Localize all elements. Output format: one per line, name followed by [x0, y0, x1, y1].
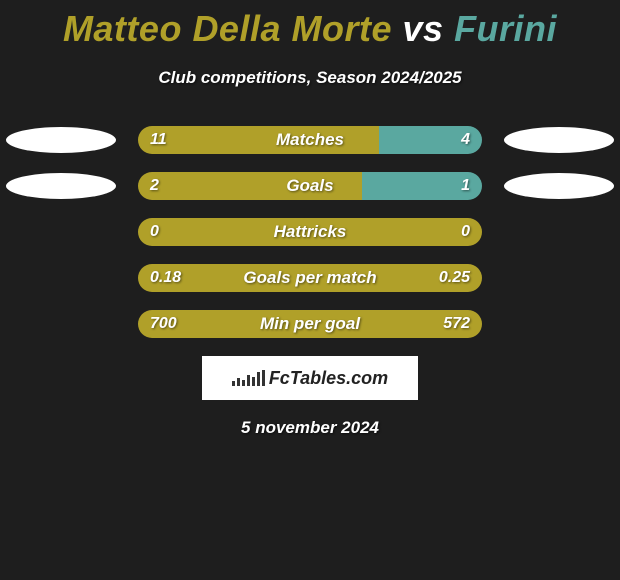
stat-row: Matches11 4: [0, 126, 620, 154]
stat-label: Min per goal: [0, 310, 620, 338]
stat-label: Goals: [0, 172, 620, 200]
vs-text: vs: [403, 8, 444, 49]
fctables-logo: FcTables.com: [202, 356, 418, 400]
stat-row: Hattricks0 0: [0, 218, 620, 246]
player1-name: Matteo Della Morte: [63, 8, 392, 49]
subtitle: Club competitions, Season 2024/2025: [0, 68, 620, 88]
stat-row: Goals2 1: [0, 172, 620, 200]
stat-row: Goals per match0.18 0.25: [0, 264, 620, 292]
stat-value-player2: 1: [461, 172, 470, 200]
stat-value-player2: 4: [461, 126, 470, 154]
stat-value-player1: 0: [150, 218, 159, 246]
stat-value-player1: 11: [150, 126, 167, 154]
player2-name: Furini: [454, 8, 557, 49]
stat-label: Hattricks: [0, 218, 620, 246]
comparison-title: Matteo Della Morte vs Furini: [0, 0, 620, 50]
logo-text: FcTables.com: [269, 368, 388, 389]
stat-label: Matches: [0, 126, 620, 154]
stat-value-player1: 0.18: [150, 264, 181, 292]
logo-chart-icon: [232, 370, 265, 386]
date-label: 5 november 2024: [0, 418, 620, 438]
stat-value-player1: 700: [150, 310, 177, 338]
stat-value-player1: 2: [150, 172, 159, 200]
stat-label: Goals per match: [0, 264, 620, 292]
stat-rows-container: Matches11 4 Goals2 1 Hattricks0 0 Goals per ma…: [0, 126, 620, 338]
stat-value-player2: 0.25: [439, 264, 470, 292]
stat-value-player2: 572: [443, 310, 470, 338]
stat-row: Min per goal700 572: [0, 310, 620, 338]
stat-value-player2: 0: [461, 218, 470, 246]
